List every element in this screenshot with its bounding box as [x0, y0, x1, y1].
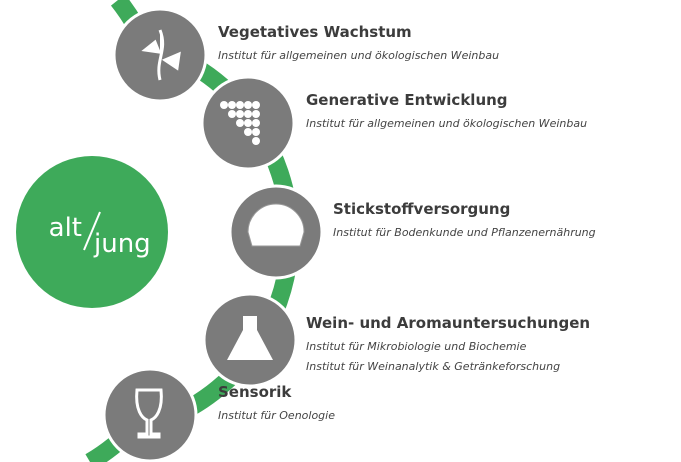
- node-subtitle: Institut für Mikrobiologie und Biochemie: [306, 340, 527, 353]
- node-title: Wein- und Aromauntersuchungen: [306, 314, 590, 332]
- icon-grape: [236, 110, 244, 118]
- icon-flask: [227, 316, 273, 360]
- icon-grape: [252, 119, 260, 127]
- node-subtitle: Institut für Bodenkunde und Pflanzenernä…: [333, 226, 596, 239]
- icon-grape: [236, 119, 244, 127]
- icon-grape: [244, 128, 252, 136]
- node-title: Stickstoffversorgung: [333, 200, 510, 218]
- node-title: Generative Entwicklung: [306, 91, 508, 109]
- icon-vine: [141, 29, 181, 81]
- node-subtitle: Institut für Weinanalytik & Getränkefors…: [306, 360, 560, 373]
- icon-grape: [244, 110, 252, 118]
- icon-grape: [252, 137, 260, 145]
- center-left: alt: [49, 213, 82, 243]
- icon-glass: [135, 388, 163, 439]
- center-right: jung: [93, 229, 151, 259]
- node-circle: [102, 367, 198, 462]
- icon-grape: [252, 110, 260, 118]
- icon-grape: [252, 101, 260, 109]
- node-subtitle: Institut für allgemeinen und ökologische…: [306, 117, 587, 130]
- node-subtitle: Institut für Oenologie: [218, 409, 335, 422]
- icon-grape: [220, 101, 228, 109]
- icon-grape: [244, 101, 252, 109]
- icon-grape: [228, 101, 236, 109]
- icon-grape: [244, 119, 252, 127]
- center-slash: [83, 211, 101, 251]
- icon-grape: [236, 101, 244, 109]
- nodes: Vegetatives Wachstum Institut für allgeme…: [102, 7, 596, 462]
- node-title: Vegetatives Wachstum: [218, 23, 412, 41]
- icon-grape: [228, 110, 236, 118]
- node-subtitle: Institut für allgemeinen und ökologische…: [218, 49, 499, 62]
- icon-grape: [252, 128, 260, 136]
- node-title: Sensorik: [218, 383, 292, 401]
- icon-soil: [247, 203, 305, 247]
